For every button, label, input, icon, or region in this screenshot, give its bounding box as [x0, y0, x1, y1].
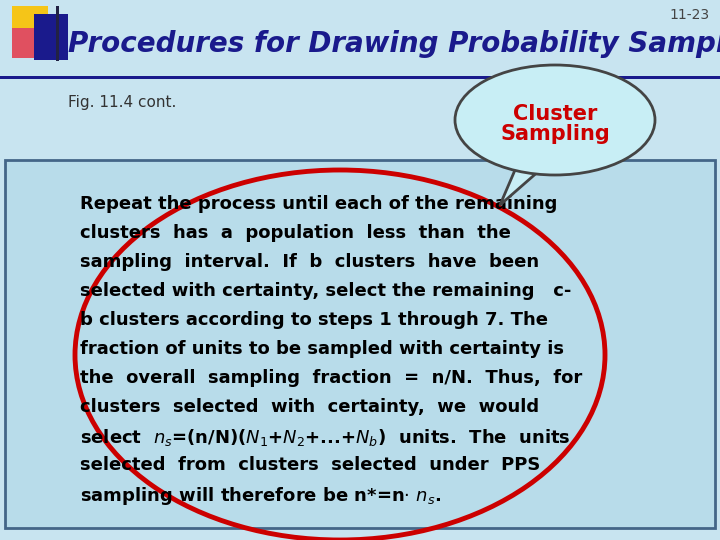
- Polygon shape: [500, 170, 540, 205]
- Text: Procedures for Drawing Probability Samples: Procedures for Drawing Probability Sampl…: [68, 30, 720, 58]
- Text: Repeat the process until each of the remaining: Repeat the process until each of the rem…: [80, 195, 557, 213]
- Text: selected with certainty, select the remaining   c-: selected with certainty, select the rema…: [80, 282, 572, 300]
- Text: the  overall  sampling  fraction  =  n/N.  Thus,  for: the overall sampling fraction = n/N. Thu…: [80, 369, 582, 387]
- Text: clusters  selected  with  certainty,  we  would: clusters selected with certainty, we wou…: [80, 398, 539, 416]
- Bar: [56, 6, 59, 61]
- Text: select  $n_s$=(n/N)($N_1$+$N_2$+...+$N_b$)  units.  The  units: select $n_s$=(n/N)($N_1$+$N_2$+...+$N_b$…: [80, 427, 571, 448]
- Text: sampling will therefore be n*=n$\cdot$ $n_s$.: sampling will therefore be n*=n$\cdot$ $…: [80, 485, 441, 507]
- Text: selected  from  clusters  selected  under  PPS: selected from clusters selected under PP…: [80, 456, 541, 474]
- Bar: [12, 6, 48, 42]
- Bar: [0, 76, 720, 79]
- Bar: [34, 14, 68, 60]
- Text: fraction of units to be sampled with certainty is: fraction of units to be sampled with cer…: [80, 340, 564, 358]
- Text: Sampling: Sampling: [500, 124, 610, 144]
- Ellipse shape: [455, 65, 655, 175]
- Text: Cluster: Cluster: [513, 104, 597, 124]
- Text: sampling  interval.  If  b  clusters  have  been: sampling interval. If b clusters have be…: [80, 253, 539, 271]
- Bar: [5, 160, 715, 528]
- Text: Fig. 11.4 cont.: Fig. 11.4 cont.: [68, 95, 176, 110]
- Text: b clusters according to steps 1 through 7. The: b clusters according to steps 1 through …: [80, 311, 548, 329]
- Text: 11-23: 11-23: [670, 8, 710, 22]
- Text: clusters  has  a  population  less  than  the: clusters has a population less than the: [80, 224, 511, 242]
- Bar: [12, 28, 44, 58]
